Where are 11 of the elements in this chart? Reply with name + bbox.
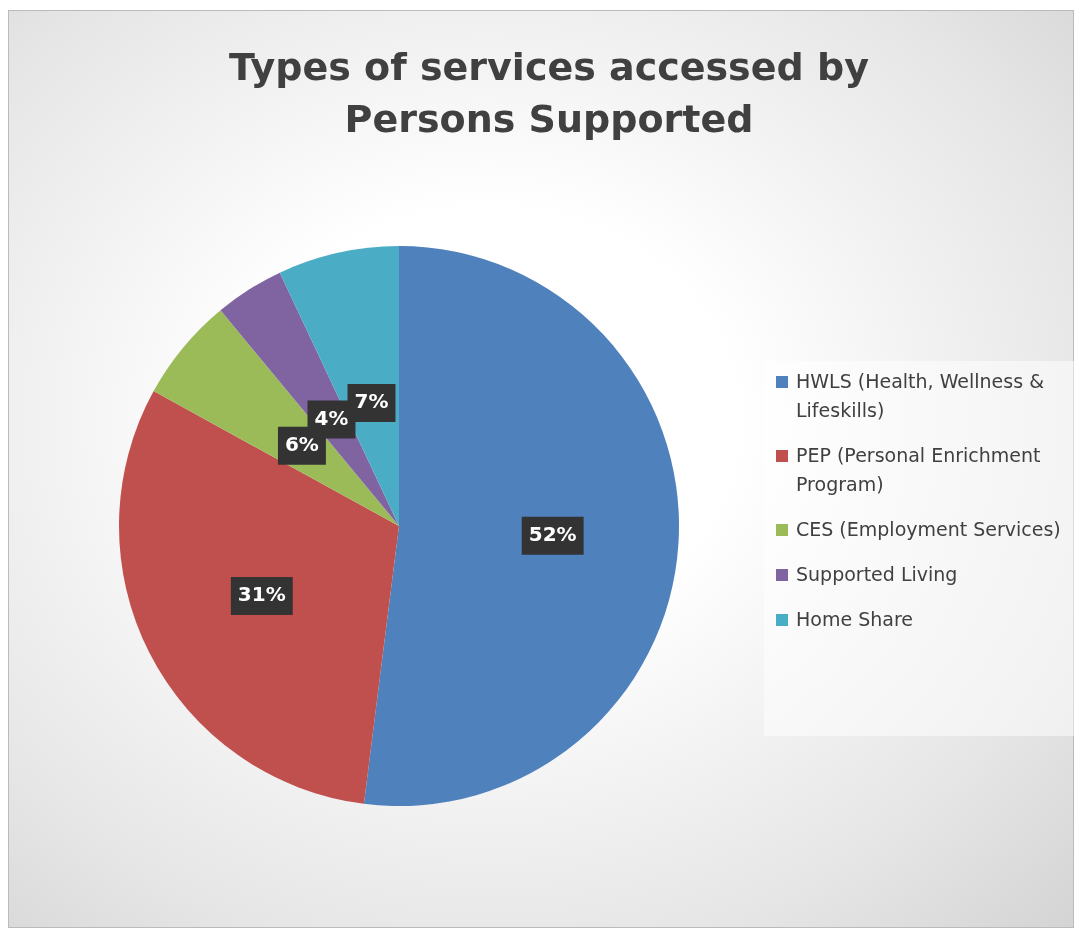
data-label: 6% [284,431,319,456]
legend-label: Supported Living [796,562,958,587]
data-label: 7% [354,389,389,414]
legend-label: Home Share [796,607,913,632]
legend-label: HWLS (Health, Wellness & Lifeskills) [796,369,1045,423]
data-label: 52% [528,521,577,546]
data-label: 4% [314,405,349,430]
legend-label: PEP (Personal Enrichment Program) [796,443,1042,497]
legend-label: CES (Employment Services) [796,517,1061,542]
chart-title: Types of services accessed by Persons Supported [228,44,870,143]
data-label: 31% [237,582,286,607]
